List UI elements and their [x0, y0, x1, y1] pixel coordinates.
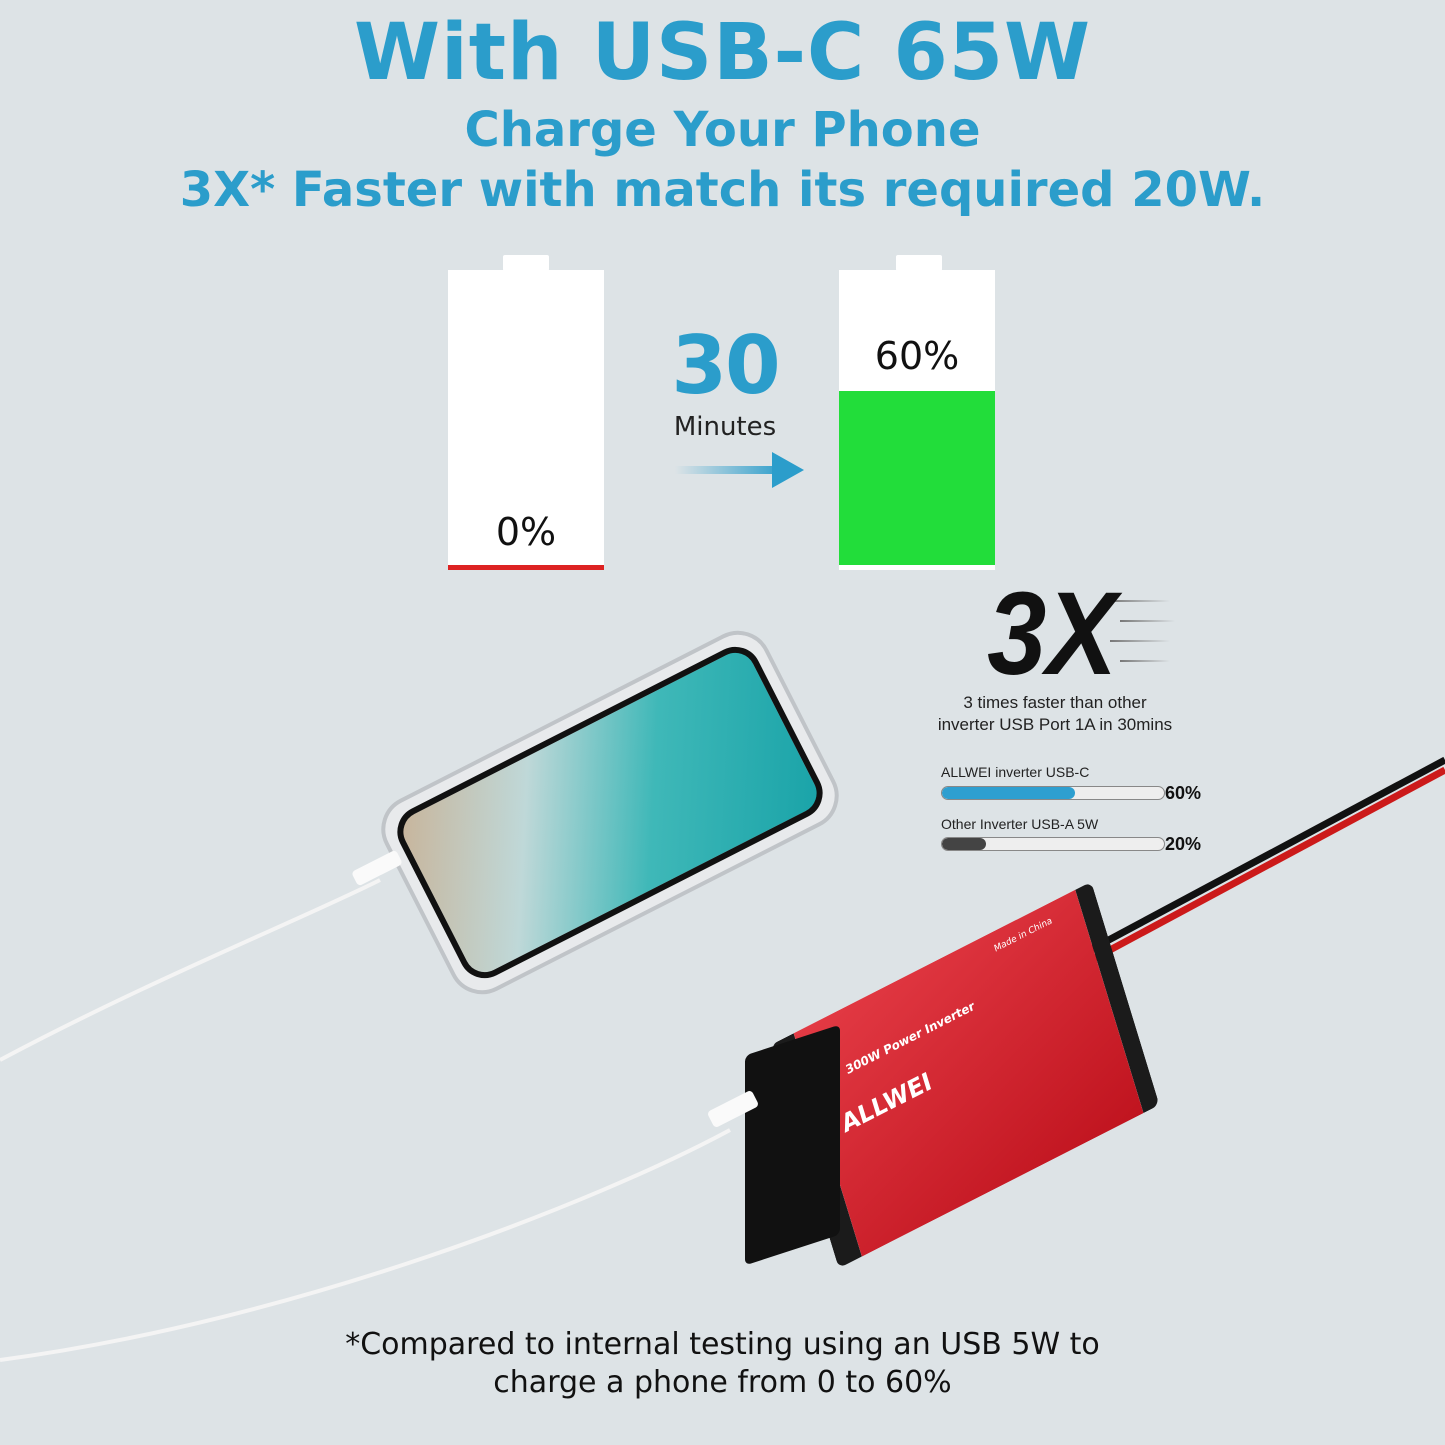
- speed-line: [1120, 620, 1175, 622]
- headline-line2: 3X* Faster with match its required 20W.: [179, 162, 1266, 218]
- footnote-line2: charge a phone from 0 to 60%: [493, 1365, 952, 1400]
- battery-before-cap: [503, 255, 549, 271]
- progress-fill: [942, 787, 1076, 799]
- red-power-cable: [1093, 766, 1445, 962]
- progress-bar-other: [941, 837, 1165, 851]
- speed-multiplier: 3X: [987, 568, 1118, 700]
- footnote-line1: *Compared to internal testing using an U…: [345, 1327, 1100, 1362]
- inverter-outlet-panel: [745, 1024, 840, 1266]
- battery-after: 60%: [839, 270, 995, 570]
- speed-line: [1120, 660, 1170, 662]
- arrow-head-icon: [772, 452, 804, 488]
- inverter-cable: [0, 1128, 731, 1362]
- bar-value-allwei: 60%: [1165, 783, 1202, 803]
- phone-cable: [0, 878, 381, 1062]
- battery-before: 0%: [448, 270, 604, 570]
- battery-charged-level: [839, 391, 995, 565]
- time-value: 30: [671, 319, 780, 412]
- headline-line1: Charge Your Phone: [464, 102, 981, 158]
- progress-fill: [942, 838, 987, 850]
- battery-empty-level: [448, 565, 604, 570]
- comparison-desc1: 3 times faster than other: [963, 693, 1147, 712]
- battery-before-label: 0%: [495, 510, 557, 554]
- speed-line: [1110, 600, 1170, 602]
- bar-value-other: 20%: [1165, 834, 1202, 854]
- black-power-cable: [1088, 756, 1445, 954]
- arrow-right-icon: [675, 466, 785, 474]
- battery-after-cap: [896, 255, 942, 271]
- inverter-brand: ALLWEI: [838, 1066, 935, 1139]
- comparison-desc2: inverter USB Port 1A in 30mins: [937, 715, 1173, 734]
- headline-title: With USB-C 65W: [353, 8, 1092, 98]
- battery-after-label: 60%: [874, 334, 960, 378]
- bar-label-allwei: ALLWEI inverter USB-C: [941, 764, 1090, 780]
- speed-line: [1110, 640, 1170, 642]
- bar-label-other: Other Inverter USB-A 5W: [941, 816, 1099, 832]
- time-unit: Minutes: [673, 412, 777, 442]
- inverter-model: 300W Power Inverter: [844, 998, 977, 1078]
- progress-bar-allwei: [941, 786, 1165, 800]
